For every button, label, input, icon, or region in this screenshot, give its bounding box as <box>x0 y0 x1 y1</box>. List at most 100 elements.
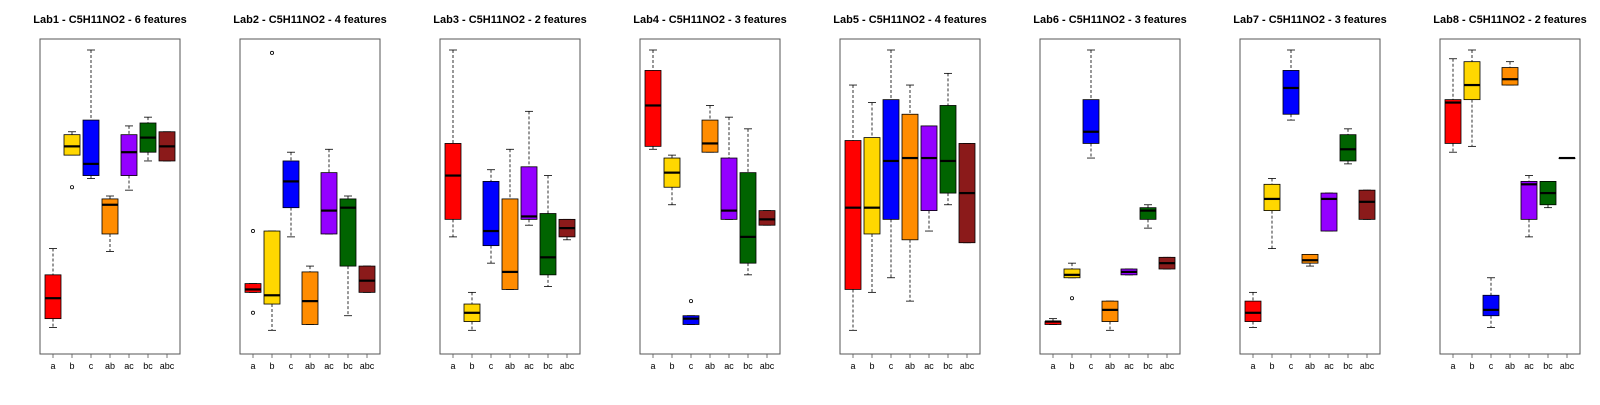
x-tick-label: ab <box>1505 361 1515 371</box>
box-c <box>682 299 700 325</box>
x-tick-label: bc <box>543 361 553 371</box>
box-b <box>1463 49 1481 147</box>
box-iqr <box>1139 207 1157 220</box>
box-iqr <box>644 70 662 147</box>
box-a <box>1444 58 1462 153</box>
panel-title: Lab2 - C5H11NO2 - 4 features <box>233 14 386 26</box>
box-iqr <box>901 113 919 241</box>
box-ac <box>920 125 938 232</box>
box-iqr <box>263 230 281 305</box>
box-ac <box>720 116 738 220</box>
outlier-point <box>250 310 255 315</box>
panel-title: Lab1 - C5H11NO2 - 6 features <box>33 14 186 26</box>
box-ab <box>101 195 119 252</box>
box-ac <box>120 125 138 191</box>
box-bc <box>539 175 557 287</box>
box-iqr <box>1301 253 1319 264</box>
outlier-point <box>250 229 255 234</box>
x-tick-label: c <box>1089 361 1094 371</box>
box-iqr <box>1101 300 1119 322</box>
x-tick-label: c <box>289 361 294 371</box>
box-iqr <box>301 271 319 325</box>
box-abc <box>1358 189 1376 220</box>
box-a <box>44 248 62 328</box>
box-iqr <box>939 105 957 194</box>
box-ab <box>301 265 319 325</box>
box-c <box>1282 49 1300 121</box>
x-tick-label: b <box>1469 361 1474 371</box>
x-tick-label: a <box>450 361 455 371</box>
box-a <box>844 84 862 331</box>
box-a <box>1244 291 1262 328</box>
box-a <box>644 49 662 150</box>
box-bc <box>939 72 957 206</box>
x-tick-label: abc <box>760 361 775 371</box>
box-ab <box>901 84 919 302</box>
x-tick-label: ac <box>324 361 334 371</box>
x-tick-label: ab <box>305 361 315 371</box>
outlier-point <box>269 50 274 55</box>
box-iqr <box>101 198 119 235</box>
x-tick-label: a <box>1050 361 1055 371</box>
box-iqr <box>1282 70 1300 115</box>
x-tick-label: a <box>50 361 55 371</box>
box-iqr <box>339 198 357 267</box>
box-b <box>863 102 881 293</box>
box-abc <box>758 210 776 226</box>
box-ab <box>1101 300 1119 331</box>
box-iqr <box>44 274 62 320</box>
box-c <box>1482 277 1500 328</box>
x-tick-label: c <box>489 361 494 371</box>
box-b <box>63 131 81 190</box>
outlier-point <box>1070 296 1075 301</box>
box-iqr <box>844 140 862 290</box>
box-ac <box>520 110 538 226</box>
x-tick-label: ab <box>705 361 715 371</box>
box-iqr <box>882 99 900 220</box>
x-tick-label: ab <box>905 361 915 371</box>
box-c <box>282 151 300 238</box>
x-tick-label: ac <box>124 361 134 371</box>
x-tick-label: ac <box>724 361 734 371</box>
box-ab <box>1301 253 1319 267</box>
x-tick-label: a <box>650 361 655 371</box>
box-iqr <box>520 166 538 220</box>
box-b <box>263 50 281 331</box>
box-iqr <box>1501 67 1519 86</box>
x-tick-label: b <box>869 361 874 371</box>
x-tick-label: bc <box>1343 361 1353 371</box>
panel-title: Lab4 - C5H11NO2 - 3 features <box>633 14 786 26</box>
box-iqr <box>320 172 338 235</box>
box-bc <box>139 116 157 162</box>
box-iqr <box>920 125 938 211</box>
box-bc <box>1339 128 1357 165</box>
outlier-point <box>689 299 694 304</box>
x-tick-label: ab <box>505 361 515 371</box>
x-tick-label: ab <box>105 361 115 371</box>
x-tick-label: a <box>850 361 855 371</box>
x-tick-label: b <box>269 361 274 371</box>
box-iqr <box>63 134 81 156</box>
x-tick-label: abc <box>1360 361 1375 371</box>
x-tick-label: c <box>89 361 94 371</box>
x-tick-label: bc <box>1143 361 1153 371</box>
box-c <box>882 49 900 279</box>
box-b <box>663 154 681 206</box>
x-tick-label: c <box>1489 361 1494 371</box>
box-iqr <box>682 315 700 325</box>
box-iqr <box>1063 268 1081 279</box>
box-ac <box>1520 175 1538 238</box>
box-b <box>1263 178 1281 249</box>
box-iqr <box>1339 134 1357 162</box>
plot-frame <box>1439 38 1581 355</box>
x-tick-label: b <box>69 361 74 371</box>
box-bc <box>339 195 357 317</box>
box-iqr <box>501 198 519 290</box>
box-iqr <box>1358 189 1376 220</box>
